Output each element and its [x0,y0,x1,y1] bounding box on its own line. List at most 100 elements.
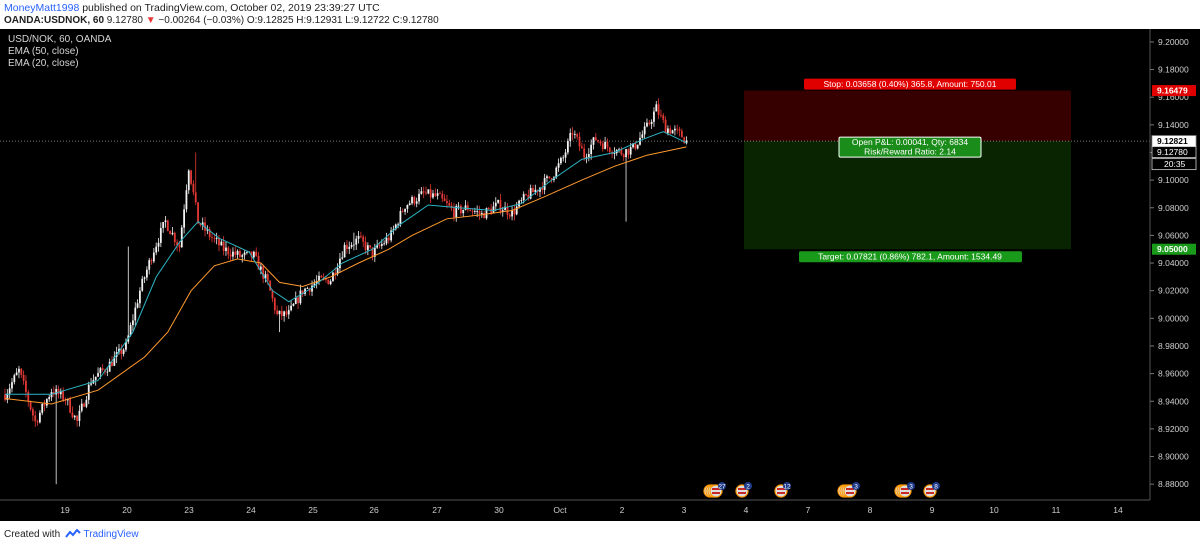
candle-body [108,361,111,372]
time-tick-label: Oct [553,505,567,515]
candle-body [657,104,660,115]
price-tick-label: 9.00000 [1158,313,1189,323]
stop-label-text: Stop: 0.03658 (0.40%) 365.8, Amount: 750… [824,79,997,89]
candle-body [329,281,332,285]
candle-body [315,281,318,284]
time-tick-label: 9 [930,505,935,515]
candle-body [480,213,483,214]
candle-body [83,403,85,407]
candle-body [513,210,516,215]
legend-title: USD/NOK, 60, OANDA [8,34,112,45]
candle-body [197,202,199,224]
candle-body [601,143,604,150]
candle-body [550,178,553,181]
candle-body [327,279,330,285]
candle-body [292,303,295,306]
candle-body [118,348,120,353]
author-link[interactable]: MoneyMatt1998 [4,2,80,14]
price-chart[interactable]: Stop: 0.03658 (0.40%) 365.8, Amount: 750… [0,29,1200,521]
candle-body [673,128,676,131]
candle-body [276,310,279,315]
candle-body [34,415,37,422]
candle-body [457,205,460,207]
price-change: −0.00264 (−0.03%) [158,15,245,26]
candle-body [369,245,372,248]
candle-body [362,236,365,242]
candle-body [69,399,72,413]
candle-body [350,245,353,247]
candle-body [578,136,581,147]
candle-body [125,341,127,350]
current-price-tag-text: 9.12821 [1157,136,1188,146]
candle-body [192,183,195,193]
candle-body [6,393,9,400]
candle-body [394,224,397,230]
candle-body [555,167,558,178]
candle-body [562,157,565,159]
candle-body [339,258,341,269]
candle-body [546,176,548,179]
us-flag-stripe-icon [712,488,720,490]
candle-body [36,421,39,423]
candle-body [473,211,476,212]
time-tick-label: 23 [184,505,194,515]
candle-body [459,205,462,214]
candle-body [357,236,360,239]
published-text: published on TradingView.com, October 02… [79,2,380,14]
time-tick-label: 20 [122,505,132,515]
time-tick-label: 10 [989,505,999,515]
candle-body [592,137,595,145]
candle-body [271,290,274,299]
pnl-label-text: Open P&L: 0.00041, Qty: 6834 [852,137,969,147]
legend-ema20[interactable]: EMA (20, close) [8,58,79,69]
us-flag-stripe-icon [926,492,934,494]
legend-ema50[interactable]: EMA (50, close) [8,46,79,57]
time-tick-label: 19 [60,505,70,515]
candle-body [218,238,220,246]
tradingview-link[interactable]: TradingView [83,529,139,540]
candle-body [264,274,267,279]
event-count-badge [852,482,860,490]
price-tick-label: 9.04000 [1158,258,1189,268]
candle-body [20,368,23,375]
candle-body [492,206,495,214]
candle-body [162,222,165,229]
candle-body [508,214,511,217]
candle-body [222,241,225,251]
candle-body [152,252,155,262]
candle-body [541,187,544,191]
candle-body [429,189,432,198]
candle-body [680,130,683,138]
candle-body [469,209,472,211]
candle-body [220,241,223,246]
candle-body [411,197,413,204]
candle-body [199,223,202,226]
candle-body [294,297,297,304]
event-count-text: 3 [854,484,858,491]
candle-body [318,275,320,282]
candle-body [280,310,283,317]
candle-body [434,193,437,196]
candle-body [618,149,620,151]
chart-area[interactable]: Stop: 0.03658 (0.40%) 365.8, Amount: 750… [0,29,1200,521]
candle-body [504,206,506,211]
candle-body [348,246,351,249]
candle-body [385,237,388,244]
publish-header: MoneyMatt1998 published on TradingView.c… [0,0,1200,28]
candle-body [139,290,141,304]
candle-body [425,192,427,194]
candle-body [343,244,346,258]
candle-body [597,140,600,142]
candle-body [634,143,637,149]
candle-body [173,232,176,243]
candle-body [643,126,646,135]
price-tick-label: 9.06000 [1158,230,1189,240]
candle-body [145,269,148,278]
candle-body [43,403,46,406]
candles-layer [4,98,688,485]
symbol-info: OANDA:USDNOK, 60 9.12780 ▼ −0.00264 (−0.… [4,15,439,26]
candle-body [4,394,6,400]
candle-body [462,209,465,214]
candle-body [364,241,367,251]
candle-body [587,154,590,158]
